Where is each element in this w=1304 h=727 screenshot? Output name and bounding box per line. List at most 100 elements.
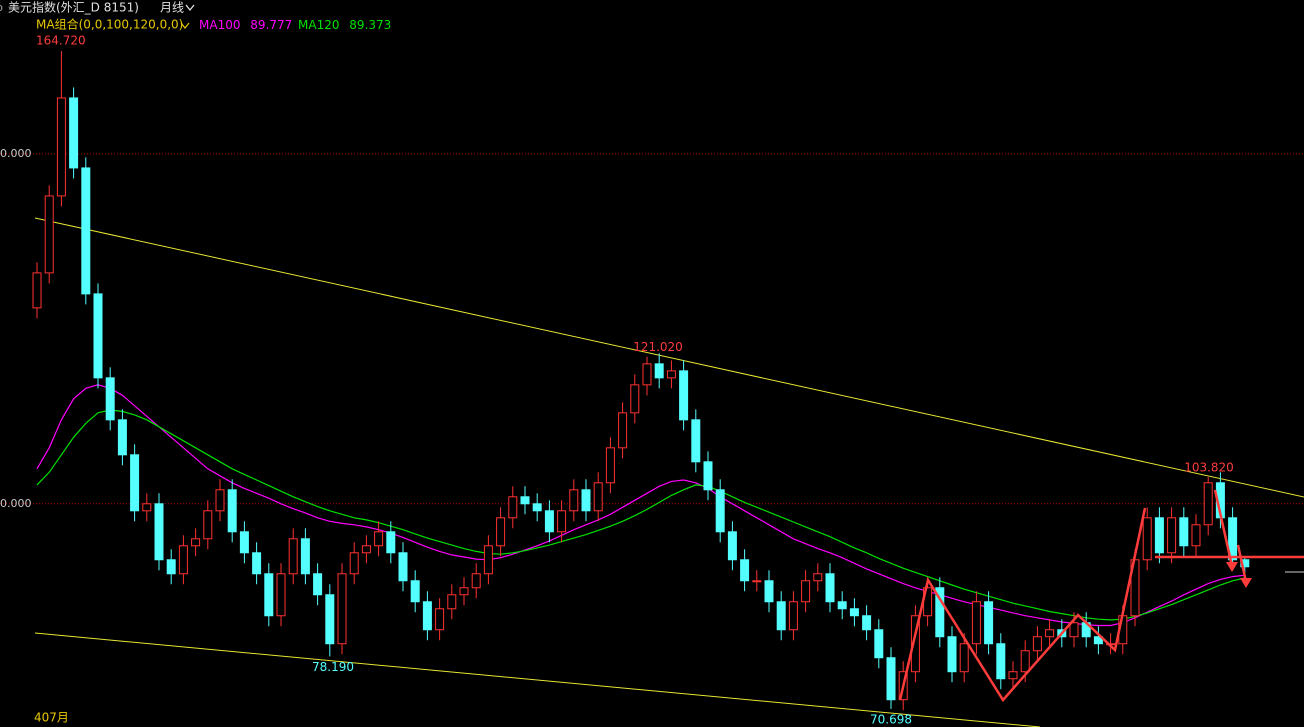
candle-body (227, 489, 237, 533)
candle-body (727, 531, 737, 561)
candle-body (849, 608, 859, 617)
candle-body (496, 517, 506, 547)
candle-body (996, 643, 1006, 680)
candle-body (337, 573, 347, 645)
candle-body (374, 531, 384, 547)
candle-body (544, 510, 554, 533)
candle-body (508, 496, 518, 519)
legend-name: MA120 (298, 18, 339, 32)
candle-body (581, 489, 591, 512)
candle-body (203, 510, 213, 540)
candle-body (154, 503, 164, 561)
candle-body (654, 363, 664, 379)
moving-averages (36, 384, 1245, 627)
candle-body (642, 363, 652, 386)
trend-line-upper (34, 217, 1304, 498)
candle-body (105, 377, 115, 421)
candle-body (483, 545, 493, 575)
candle-body (252, 552, 262, 575)
trend-line-lower (34, 632, 1041, 727)
legend-value: 89.373 (349, 18, 391, 32)
candle-body (764, 580, 774, 603)
candle-body (361, 545, 371, 554)
candle-body (435, 608, 445, 631)
candle-body (618, 412, 628, 449)
candle-body (471, 573, 481, 589)
candle-body (447, 594, 457, 610)
candle-body (837, 601, 847, 610)
candle-body (959, 643, 969, 673)
candle-body (630, 384, 640, 414)
candle-body (703, 461, 713, 491)
candle-body (1093, 636, 1103, 645)
legend-value: 89.777 (250, 18, 292, 32)
candle-body (886, 657, 896, 701)
candle-body (276, 573, 286, 617)
candle-body (117, 419, 127, 456)
candle-body (56, 97, 66, 197)
candle-body (386, 531, 396, 554)
candle-body (1167, 517, 1177, 554)
candle-body (300, 538, 310, 575)
candle-body (130, 454, 140, 512)
labels: 164.720 121.020 103.820 78.190 70.698 (36, 33, 1234, 726)
candle-body (801, 580, 811, 603)
candle-body (947, 636, 957, 673)
menu-icon[interactable]: p (0, 1, 3, 14)
indicator-label[interactable]: MA组合(0,0,100,120,0,0) (36, 17, 183, 32)
candle-body (593, 482, 603, 512)
candle-body (984, 601, 994, 645)
legend-entry: MA120 89.373 (298, 18, 391, 32)
candle-body (532, 503, 542, 512)
candle-body (1203, 482, 1213, 526)
candle-body (605, 447, 615, 484)
candle-body (69, 97, 79, 169)
candle-body (1191, 524, 1201, 547)
candle-body (813, 573, 823, 582)
candle-body (349, 552, 359, 575)
candle-body (1154, 517, 1164, 554)
candle-body (191, 538, 201, 547)
zigzag-drawing (898, 507, 1147, 703)
price-annotation: 121.020 (633, 340, 683, 354)
candle-body (81, 167, 91, 295)
candle-body (971, 601, 981, 645)
candle-body (557, 510, 567, 533)
price-annotation: 78.190 (312, 660, 354, 674)
candle-body (935, 587, 945, 638)
candle-body (239, 531, 249, 554)
period-selector[interactable]: 月线 (160, 1, 184, 15)
x-axis-label: 407月 (34, 711, 69, 725)
candle-body (1228, 517, 1238, 561)
candle-body (715, 489, 725, 533)
candle-body (1069, 622, 1079, 638)
price-annotation: 103.820 (1184, 461, 1234, 475)
dropdown-arrow[interactable] (180, 22, 190, 29)
candle-body (520, 496, 530, 505)
candle-body (410, 580, 420, 603)
candle-body (1045, 629, 1055, 638)
zigzag-drawing (1236, 544, 1248, 583)
legend-entry: MA100 89.777 (199, 18, 292, 32)
zigzag-drawing (1213, 489, 1234, 567)
arrow-head (1240, 578, 1252, 588)
candle-body (666, 370, 676, 379)
candle-body (166, 559, 176, 575)
candle-body (691, 419, 701, 463)
candle-body (788, 601, 798, 631)
candle-body (32, 272, 42, 309)
candle-body (679, 370, 689, 421)
dropdown-arrow[interactable] (185, 4, 195, 12)
candle-body (422, 601, 432, 631)
candle-body (288, 538, 298, 575)
ma-line (36, 384, 1245, 627)
grid: 100.000 150.000 (0, 147, 1304, 510)
candle-body (93, 293, 103, 379)
candle-body (1032, 636, 1042, 652)
candle-body (215, 489, 225, 512)
candle-body (398, 552, 408, 582)
legend-name: MA100 (199, 18, 240, 32)
